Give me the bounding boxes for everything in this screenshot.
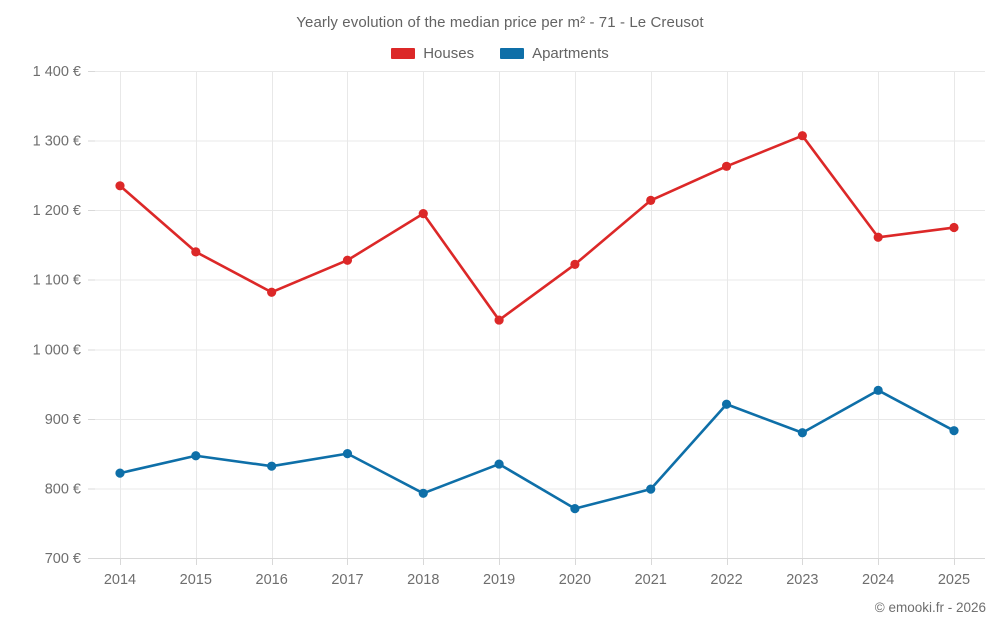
legend-item-houses[interactable]: Houses (391, 45, 474, 62)
x-axis-label: 2018 (407, 572, 439, 588)
legend-swatch-apartments (500, 48, 525, 59)
data-point[interactable]: Houses 2019: 1042 (494, 315, 504, 325)
x-axis (120, 558, 955, 565)
y-axis-label: 700 € (45, 551, 81, 567)
grid-lines (95, 71, 985, 559)
legend-item-apartments[interactable]: Apartments (500, 45, 609, 62)
y-axis-label: 1 000 € (33, 342, 81, 358)
series-line-houses (118, 134, 956, 322)
data-point[interactable]: Houses 2024: 1161 (873, 232, 883, 242)
data-point[interactable]: Houses 2020: 1122 (570, 259, 580, 270)
y-axis-label: 1 300 € (33, 134, 81, 150)
chart-title: Yearly evolution of the median price per… (296, 14, 704, 31)
data-point[interactable]: Houses 2016: 1082 (267, 287, 277, 297)
data-point[interactable]: Houses 2017: 1128 (342, 255, 353, 265)
x-axis-label: 2015 (180, 572, 212, 588)
data-point[interactable]: Apartments 2022: 921 (721, 399, 732, 409)
x-axis-labels: 2014 2015 2016 2017 2018 2019 2020 2021 2022 2023… (104, 572, 970, 588)
footer-credit: © emooki.fr - 2026 (874, 600, 986, 615)
data-point[interactable]: Apartments 2014: 822 (115, 468, 125, 478)
x-axis-label: 2014 (104, 572, 136, 588)
x-axis-label: 2017 (331, 572, 363, 588)
data-point[interactable]: Apartments 2016: 832 (267, 461, 277, 471)
data-point[interactable]: Houses 2023: 1307 (797, 131, 807, 141)
data-point[interactable]: Houses 2021: 1214 (646, 195, 656, 206)
legend-swatch-houses (391, 48, 416, 59)
legend-label-houses: Houses (423, 45, 475, 62)
y-axis-labels: 700 € 800 € 900 € 1 000 € 1 100 € 1 200 € 1 30… (33, 64, 81, 567)
data-point[interactable]: Houses 2015: 1140 (191, 247, 201, 257)
data-point[interactable]: Apartments 2025: 883 (949, 426, 959, 436)
series-line-apartments (118, 389, 956, 510)
y-axis-label: 1 400 € (33, 64, 81, 80)
data-series: Houses 2014: 1235 Houses 2015: 1140 Houses… (115, 131, 959, 514)
data-point[interactable]: Houses 2025: 1175 (949, 222, 959, 233)
data-point[interactable]: Apartments 2023: 880 (797, 428, 807, 438)
data-point[interactable]: Houses 2014: 1235 (115, 181, 125, 191)
legend-label-apartments: Apartments (532, 45, 609, 62)
x-axis-label: 2022 (710, 572, 742, 588)
y-axis-label: 800 € (45, 481, 81, 497)
x-axis-label: 2016 (256, 572, 288, 588)
x-axis-label: 2019 (483, 572, 515, 588)
y-axis-ticks (88, 71, 95, 559)
data-point[interactable]: Apartments 2018: 793 (418, 488, 428, 498)
data-point[interactable]: Apartments 2024: 941 (873, 385, 883, 395)
data-point[interactable]: Apartments 2021: 799 (646, 484, 656, 494)
x-axis-label: 2024 (862, 572, 894, 588)
y-axis-label: 1 200 € (33, 203, 81, 219)
data-point[interactable]: Apartments 2020: 771 (570, 504, 580, 514)
data-point[interactable]: Apartments 2015: 847 (191, 451, 201, 461)
data-point[interactable]: Apartments 2017: 850 (342, 449, 353, 459)
data-point[interactable]: Houses 2022: 1263 (721, 161, 732, 171)
x-axis-label: 2025 (938, 572, 970, 588)
y-axis-label: 1 100 € (33, 273, 81, 289)
chart-legend: Houses Apartments (0, 45, 1000, 62)
x-axis-label: 2023 (786, 572, 818, 588)
data-point[interactable]: Houses 2018: 1195 (418, 209, 428, 219)
x-axis-label: 2021 (635, 572, 667, 588)
data-point[interactable]: Apartments 2019: 835 (494, 459, 504, 469)
y-axis-label: 900 € (45, 412, 81, 428)
x-axis-label: 2020 (559, 572, 591, 588)
